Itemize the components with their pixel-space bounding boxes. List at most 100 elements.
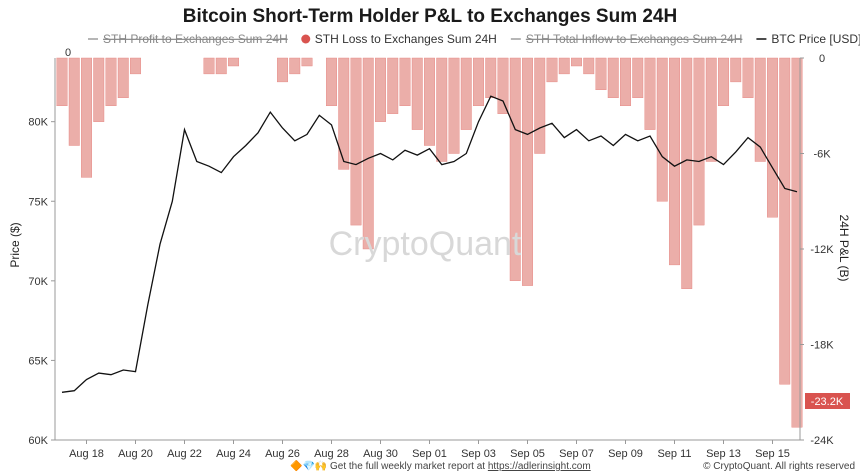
loss-bar-15 — [228, 57, 240, 67]
right-tick-label-4: -18K — [810, 340, 834, 352]
loss-bar-48 — [632, 57, 644, 98]
x-tick-label-2: Aug 20 — [118, 448, 153, 460]
x-axis-ticks: Aug 18 Aug 20 Aug 22 Aug 24 Aug 26 Aug 28 Aug … — [69, 440, 790, 460]
loss-bar-1 — [56, 57, 68, 106]
value-badge-text: -23.2K — [811, 396, 844, 408]
loss-bar-58 — [754, 57, 766, 162]
loss-bar-25 — [350, 57, 362, 226]
footer: 🔶💎🙌 Get the full weekly market report at… — [290, 459, 855, 472]
right-tick-label-3: -12K — [810, 244, 834, 256]
x-tick-label-15: Sep 15 — [755, 448, 790, 460]
loss-bar-32 — [436, 57, 448, 162]
left-tick-label-5: 80K — [28, 117, 48, 129]
loss-bar-34 — [460, 57, 472, 130]
footer-emojis: 🔶💎🙌 — [290, 459, 327, 472]
right-axis-label: 24H P&L (B) — [837, 215, 851, 282]
x-tick-label-9: Sep 03 — [461, 448, 496, 460]
loss-bar-13 — [203, 57, 215, 75]
loss-bar-6 — [117, 57, 129, 98]
left-tick-label-1: 60K — [28, 435, 48, 447]
legend-label-2: STH Loss to Exchanges Sum 24H — [315, 32, 497, 46]
loss-bar-37 — [497, 57, 509, 114]
loss-bar-40 — [534, 57, 546, 154]
watermark: CryptoQuant — [329, 225, 522, 263]
loss-bar-29 — [399, 57, 411, 106]
loss-bar-49 — [644, 57, 656, 130]
footer-copyright: © CryptoQuant. All rights reserved — [703, 461, 855, 472]
x-tick-label-13: Sep 11 — [657, 448, 691, 460]
loss-bar-44 — [583, 57, 595, 75]
loss-bar-14 — [215, 57, 227, 75]
left-tick-label-2: 65K — [28, 355, 48, 367]
loss-bar-39 — [522, 57, 533, 286]
right-axis-ticks: 0 -6K -12K -18K -24K — [800, 53, 834, 447]
loss-bar-56 — [730, 57, 742, 83]
loss-bar-51 — [669, 57, 680, 266]
legend-marker-dot-2 — [301, 34, 311, 44]
footer-prefix: Get the full weekly market report at — [330, 461, 488, 472]
loss-bar-33 — [448, 57, 460, 154]
loss-bar-45 — [595, 57, 607, 90]
x-tick-label-5: Aug 26 — [265, 448, 300, 460]
loss-bar-19 — [277, 57, 288, 83]
legend-item-1[interactable]: STH Profit to Exchanges Sum 24H — [88, 32, 288, 46]
loss-bar-21 — [301, 57, 313, 67]
loss-bar-50 — [656, 57, 668, 202]
x-tick-label-14: Sep 13 — [706, 448, 741, 460]
x-tick-label-11: Sep 07 — [559, 448, 594, 460]
legend-label-4: BTC Price [USD] — [771, 32, 860, 46]
footer-link[interactable]: https://adlerinsight.com — [488, 461, 591, 472]
loss-bar-3 — [81, 57, 93, 178]
x-tick-label-10: Sep 05 — [510, 448, 545, 460]
x-tick-label-1: Aug 18 — [69, 448, 104, 460]
left-tick-label-3: 70K — [28, 276, 48, 288]
loss-bar-53 — [693, 57, 705, 226]
x-tick-label-3: Aug 22 — [167, 448, 202, 460]
x-tick-label-6: Aug 28 — [314, 448, 349, 460]
loss-bar-4 — [93, 57, 105, 122]
legend-item-2[interactable]: STH Loss to Exchanges Sum 24H — [301, 32, 497, 46]
loss-bar-5 — [105, 57, 117, 106]
loss-bar-55 — [718, 57, 729, 106]
x-tick-label-12: Sep 09 — [608, 448, 643, 460]
x-tick-label-4: Aug 24 — [216, 448, 251, 460]
loss-bar-57 — [742, 57, 754, 98]
footer-text: Get the full weekly market report at htt… — [330, 461, 591, 472]
loss-bar-23 — [326, 57, 337, 106]
x-tick-label-7: Aug 30 — [363, 448, 398, 460]
value-badge: -23.2K — [805, 393, 850, 409]
loss-bar-41 — [546, 57, 558, 83]
btc-price-line — [61, 95, 798, 393]
loss-bar-35 — [473, 57, 484, 106]
loss-bar-31 — [424, 57, 435, 146]
legend-label-1: STH Profit to Exchanges Sum 24H — [103, 32, 288, 46]
top-zero-label: 0 — [65, 47, 71, 59]
loss-bar-2 — [68, 57, 80, 146]
left-tick-label-4: 75K — [28, 196, 48, 208]
loss-bar-47 — [620, 57, 631, 106]
legend-item-4[interactable]: BTC Price [USD] — [756, 32, 860, 46]
x-tick-label-8: Sep 01 — [412, 448, 447, 460]
left-axis-ticks: 60K 65K 70K 75K 80K — [28, 117, 55, 447]
loss-bar-61 — [791, 57, 803, 428]
loss-bar-59 — [767, 57, 778, 218]
value-badge-bg — [805, 393, 850, 409]
loss-bar-30 — [411, 57, 423, 130]
legend-item-3[interactable]: STH Total Inflow to Exchanges Sum 24H — [510, 32, 743, 46]
chart-title: Bitcoin Short-Term Holder P&L to Exchang… — [183, 6, 677, 27]
loss-bar-7 — [130, 57, 142, 75]
loss-bar-24 — [338, 57, 350, 170]
loss-bar-60 — [779, 57, 791, 385]
loss-bar-36 — [485, 57, 497, 98]
loss-bar-46 — [607, 57, 619, 98]
loss-bar-20 — [289, 57, 301, 75]
loss-bar-54 — [705, 57, 717, 162]
right-tick-label-5: -24K — [810, 435, 834, 447]
loss-bar-43 — [571, 57, 582, 67]
right-tick-label-1: 0 — [819, 53, 825, 65]
loss-bar-28 — [387, 57, 399, 114]
loss-bar-38 — [509, 57, 521, 282]
left-axis-label: Price ($) — [8, 222, 22, 267]
loss-bar-42 — [558, 57, 570, 75]
